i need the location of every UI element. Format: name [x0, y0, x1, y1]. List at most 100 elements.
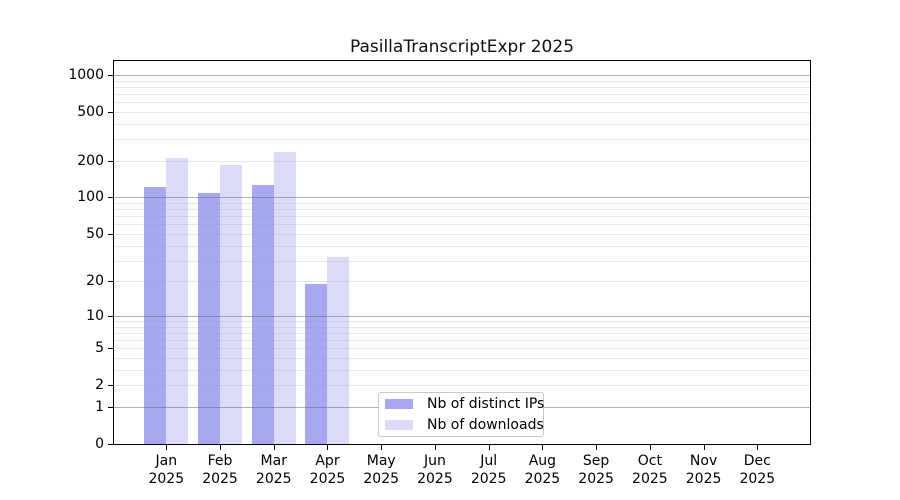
y-gridline-minor [114, 340, 810, 342]
y-gridline-minor [114, 160, 810, 162]
x-tick-year: 2025 [470, 471, 507, 487]
y-tick-label: 5 [95, 340, 104, 357]
chart-title: PasillaTranscriptExpr 2025 [349, 37, 575, 57]
y-tick [108, 160, 113, 162]
x-tick [434, 445, 436, 450]
x-tick [703, 445, 705, 450]
y-tick-label: 50 [86, 225, 104, 242]
x-tick [488, 445, 490, 450]
x-tick-label: Jan 2025 [136, 452, 196, 488]
y-gridline-minor [114, 245, 810, 247]
y-tick [108, 315, 113, 317]
y-tick-label: 1000 [68, 66, 104, 83]
x-tick [166, 445, 168, 450]
x-tick-month: Jan [155, 453, 178, 469]
y-gridline-minor [114, 123, 810, 125]
bar-distinct-ips-jan-2025 [144, 186, 167, 444]
y-tick [108, 385, 113, 387]
x-tick-month: Feb [207, 453, 233, 469]
x-tick-label: Dec 2025 [727, 452, 787, 488]
x-tick [596, 445, 598, 450]
x-tick-year: 2025 [685, 471, 722, 487]
x-tick-year: 2025 [202, 471, 238, 487]
x-tick-month: Mar [260, 453, 287, 469]
y-tick-label: 100 [77, 189, 104, 206]
x-tick-year: 2025 [524, 471, 561, 487]
y-tick-label: 1 [95, 398, 104, 415]
x-tick-year: 2025 [739, 471, 776, 487]
legend-label-distinct-ips: Nb of distinct IPs [427, 395, 545, 412]
bar-downloads-jan-2025 [166, 158, 189, 444]
y-tick-label: 20 [86, 273, 104, 290]
bar-distinct-ips-apr-2025 [305, 283, 328, 444]
x-tick [542, 445, 544, 450]
x-tick-month: Nov [689, 453, 718, 469]
y-gridline-minor [114, 102, 810, 104]
y-gridline-minor [114, 86, 810, 88]
bar-downloads-feb-2025 [220, 164, 243, 444]
y-gridline-major [114, 197, 810, 199]
x-tick-label: Oct 2025 [620, 452, 680, 488]
x-tick [273, 445, 275, 450]
x-tick-label: Mar 2025 [244, 452, 304, 488]
legend-item-distinct-ips: Nb of distinct IPs [385, 395, 544, 414]
y-gridline-minor [114, 369, 810, 371]
y-tick [108, 111, 113, 113]
x-tick-year: 2025 [578, 471, 614, 487]
bar-downloads-apr-2025 [327, 257, 350, 444]
y-tick-label: 10 [86, 307, 104, 324]
x-tick [757, 445, 759, 450]
y-gridline-minor [114, 203, 810, 205]
x-tick-label: Jun 2025 [405, 452, 465, 488]
x-tick-month: Jul [480, 453, 498, 469]
x-tick-month: Apr [315, 453, 340, 469]
distinct-ips-swatch [385, 399, 413, 409]
bar-distinct-ips-mar-2025 [251, 184, 274, 444]
y-gridline-minor [114, 93, 810, 95]
y-gridline-minor [114, 216, 810, 218]
x-tick-month: Jun [424, 453, 446, 469]
x-tick-year: 2025 [255, 471, 292, 487]
y-gridline-minor [114, 385, 810, 387]
x-tick-year: 2025 [309, 471, 346, 487]
legend-label-downloads: Nb of downloads [427, 416, 544, 433]
legend-item-downloads: Nb of downloads [385, 416, 544, 435]
x-tick [220, 445, 222, 450]
y-tick-label: 2 [95, 377, 104, 394]
x-tick-year: 2025 [363, 471, 400, 487]
x-tick-month: Sep [582, 453, 610, 469]
x-tick-month: May [366, 453, 396, 469]
y-tick-label: 0 [95, 436, 104, 452]
x-tick-month: Aug [528, 453, 557, 469]
x-tick-label: Sep 2025 [566, 452, 626, 488]
x-tick-label: May 2025 [351, 452, 411, 488]
bar-downloads-mar-2025 [273, 151, 296, 444]
y-gridline-minor [114, 139, 810, 141]
y-tick-label: 500 [77, 103, 104, 120]
x-tick-label: Nov 2025 [674, 452, 734, 488]
y-gridline-major [114, 315, 810, 317]
y-gridline-minor [114, 281, 810, 283]
x-tick [649, 445, 651, 450]
legend: Nb of distinct IPs Nb of downloads [378, 392, 544, 437]
y-gridline-minor [114, 332, 810, 334]
x-tick-label: Jul 2025 [459, 452, 519, 488]
y-tick [108, 348, 113, 350]
y-tick [108, 233, 113, 235]
x-tick-label: Feb 2025 [190, 452, 250, 488]
y-gridline-minor [114, 358, 810, 360]
y-gridline-minor [114, 111, 810, 113]
y-gridline-minor [114, 260, 810, 262]
x-tick-month: Oct [637, 453, 662, 469]
y-tick [108, 197, 113, 199]
x-tick-label: Aug 2025 [512, 452, 572, 488]
y-tick [108, 74, 113, 76]
x-tick-year: 2025 [417, 471, 453, 487]
x-tick-label: Apr 2025 [297, 452, 357, 488]
bar-distinct-ips-feb-2025 [198, 192, 221, 444]
y-gridline-minor [114, 348, 810, 350]
x-tick [327, 445, 329, 450]
y-gridline-minor [114, 80, 810, 82]
y-gridline-minor [114, 326, 810, 328]
